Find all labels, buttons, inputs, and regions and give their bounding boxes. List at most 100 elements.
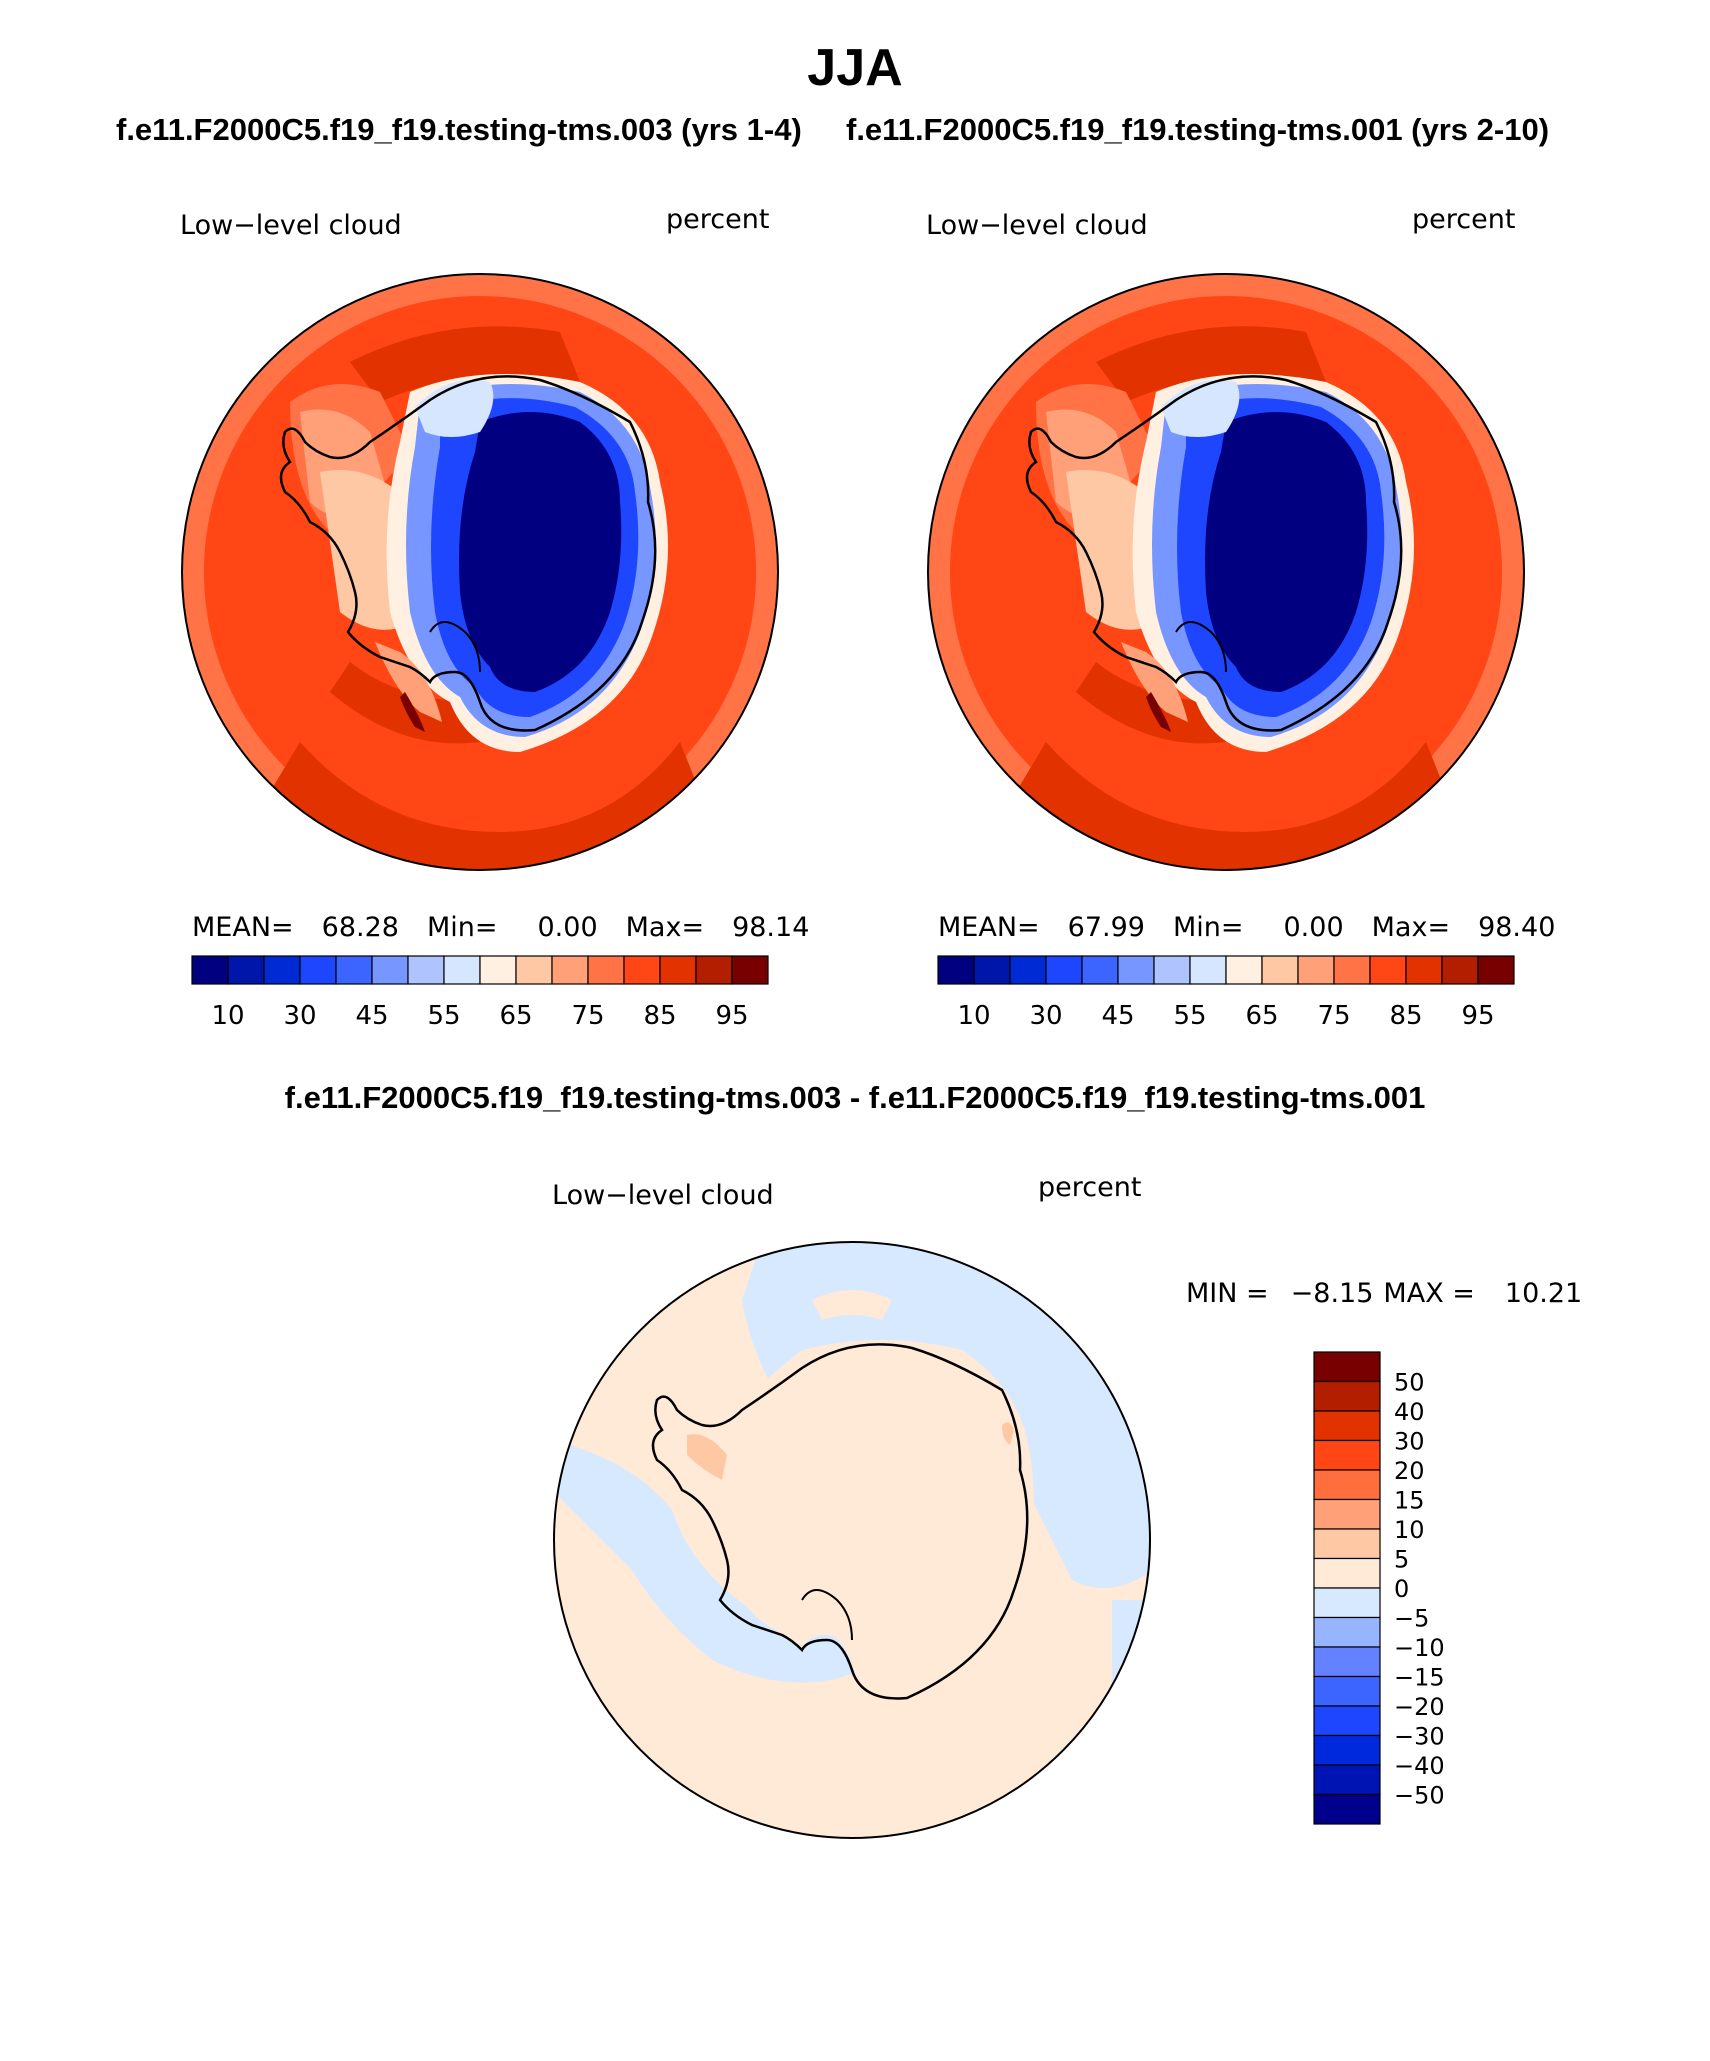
colorbar-tick-label: −10 xyxy=(1394,1634,1445,1662)
colorbar-tick-label: −30 xyxy=(1394,1723,1445,1751)
panel2-units: percent xyxy=(1412,204,1516,235)
panel3-units: percent xyxy=(1038,1172,1142,1203)
panel1-min-label: Min= xyxy=(426,912,498,943)
colorbar-tick-label: 45 xyxy=(1101,1001,1134,1031)
panel1-max: 98.14 xyxy=(732,912,810,943)
colorbar-swatch xyxy=(1313,1469,1381,1501)
colorbar-tick-label: 5 xyxy=(1394,1546,1409,1574)
colorbar-tick-label: 50 xyxy=(1394,1369,1425,1397)
negative-diff-region-east xyxy=(1112,1600,1150,1760)
panel2-mean: 67.99 xyxy=(1067,912,1145,943)
colorbar-tick-label: 15 xyxy=(1394,1487,1425,1515)
colorbar-tick-label: 20 xyxy=(1394,1457,1425,1485)
colorbar-tick-label: 45 xyxy=(355,1001,388,1031)
colorbar-swatch xyxy=(1441,955,1479,985)
colorbar-swatch xyxy=(479,955,517,985)
upper-band xyxy=(1096,326,1326,402)
colorbar-tick-label: 75 xyxy=(1317,1001,1350,1031)
positive-patch-north xyxy=(812,1290,892,1320)
colorbar-tick-label: 40 xyxy=(1394,1398,1425,1426)
colorbar-tick-label: −15 xyxy=(1394,1664,1445,1692)
panel1-stats: MEAN= 68.28 Min= 0.00 Max= 98.14 xyxy=(192,912,809,943)
colorbar-swatch xyxy=(1313,1793,1381,1825)
coastline xyxy=(651,1343,1029,1700)
ross-ice-shelf-line xyxy=(1175,621,1227,673)
panel1-variable: Low−level cloud xyxy=(180,210,402,241)
coastline xyxy=(279,375,657,732)
dark-patch xyxy=(400,692,425,732)
colorbar-tick-label: 10 xyxy=(957,1001,990,1031)
dark-patch xyxy=(1146,692,1171,732)
colorbar-tick-label: 55 xyxy=(1173,1001,1206,1031)
colorbar-swatch xyxy=(1045,955,1083,985)
colorbar-swatch xyxy=(1313,1380,1381,1412)
map-boundary xyxy=(927,273,1525,871)
coastline xyxy=(1025,375,1403,732)
colorbar-tick-label: 10 xyxy=(1394,1516,1425,1544)
colorbar-tick-label: 0 xyxy=(1394,1575,1409,1603)
case2-title: f.e11.F2000C5.f19_f19.testing-tms.001 (y… xyxy=(846,112,1550,147)
colorbar-swatch xyxy=(515,955,553,985)
colorbar-swatch xyxy=(1225,955,1263,985)
case1-title: f.e11.F2000C5.f19_f19.testing-tms.003 (y… xyxy=(116,112,802,147)
map-panel-1 xyxy=(181,273,779,871)
colorbar-swatch xyxy=(371,955,409,985)
panel3-max-label: MAX = xyxy=(1383,1278,1475,1309)
panel2-stats: MEAN= 67.99 Min= 0.00 Max= 98.40 xyxy=(938,912,1555,943)
east-positive-patch xyxy=(1002,1422,1014,1445)
colorbar-swatch xyxy=(227,955,265,985)
panel2-min-label: Min= xyxy=(1172,912,1244,943)
panel2-max: 98.40 xyxy=(1478,912,1556,943)
colorbar-swatch xyxy=(1313,1587,1381,1619)
panel2-mean-label: MEAN= xyxy=(938,912,1040,943)
colorbar-swatch xyxy=(1153,955,1191,985)
panel1-min: 0.00 xyxy=(537,912,598,943)
colorbar-swatch xyxy=(1081,955,1119,985)
colorbar-swatch xyxy=(1313,1705,1381,1737)
colorbar-swatch xyxy=(623,955,661,985)
panel1-mean-label: MEAN= xyxy=(192,912,294,943)
colorbar-swatch xyxy=(1477,955,1515,985)
colorbar-swatch xyxy=(551,955,589,985)
colorbar-swatch xyxy=(1313,1410,1381,1442)
colorbar-swatch xyxy=(659,955,697,985)
colorbar-swatch xyxy=(407,955,445,985)
ross-ice-shelf-line xyxy=(429,621,481,673)
colorbar-swatch xyxy=(1189,955,1227,985)
panel3-variable: Low−level cloud xyxy=(552,1180,774,1211)
colorbar-tick-label: −50 xyxy=(1394,1782,1445,1810)
peninsula-positive-patch xyxy=(687,1434,727,1480)
colorbar-swatch xyxy=(1009,955,1047,985)
panel3-stats: MIN = −8.15 MAX = 10.21 xyxy=(1186,1278,1582,1309)
colorbar-swatch xyxy=(191,955,229,985)
panel2-min: 0.00 xyxy=(1283,912,1344,943)
colorbar-tick-label: 85 xyxy=(1389,1001,1422,1031)
colorbar-swatch xyxy=(973,955,1011,985)
continent-diff xyxy=(682,1340,1034,1691)
colorbar-panel-1: 10 30 45 55 65 75 85 95 xyxy=(191,955,769,1031)
colorbar-swatch xyxy=(1313,1675,1381,1707)
colorbar-swatch xyxy=(1369,955,1407,985)
colorbar-swatch xyxy=(1313,1528,1381,1560)
colorbar-swatch xyxy=(443,955,481,985)
colorbar-swatch xyxy=(1313,1764,1381,1796)
diff-title: f.e11.F2000C5.f19_f19.testing-tms.003 - … xyxy=(284,1080,1426,1115)
colorbar-tick-label: 95 xyxy=(1461,1001,1494,1031)
southern-ocean-band xyxy=(270,742,700,870)
colorbar-tick-label: 30 xyxy=(283,1001,316,1031)
colorbar-tick-label: 55 xyxy=(427,1001,460,1031)
panel3-max: 10.21 xyxy=(1504,1278,1583,1309)
map-panel-3 xyxy=(553,1241,1151,1839)
map-boundary xyxy=(181,273,779,871)
colorbar-swatch xyxy=(335,955,373,985)
panel3-min-label: MIN = xyxy=(1186,1278,1269,1309)
map-boundary xyxy=(553,1241,1151,1839)
colorbar-swatch xyxy=(263,955,301,985)
colorbar-swatch xyxy=(1313,1734,1381,1766)
colorbar-tick-label: 10 xyxy=(211,1001,244,1031)
map-panel-2 xyxy=(927,273,1525,871)
colorbar-tick-label: 85 xyxy=(643,1001,676,1031)
page-title: JJA xyxy=(807,39,903,97)
colorbar-swatch xyxy=(731,955,769,985)
